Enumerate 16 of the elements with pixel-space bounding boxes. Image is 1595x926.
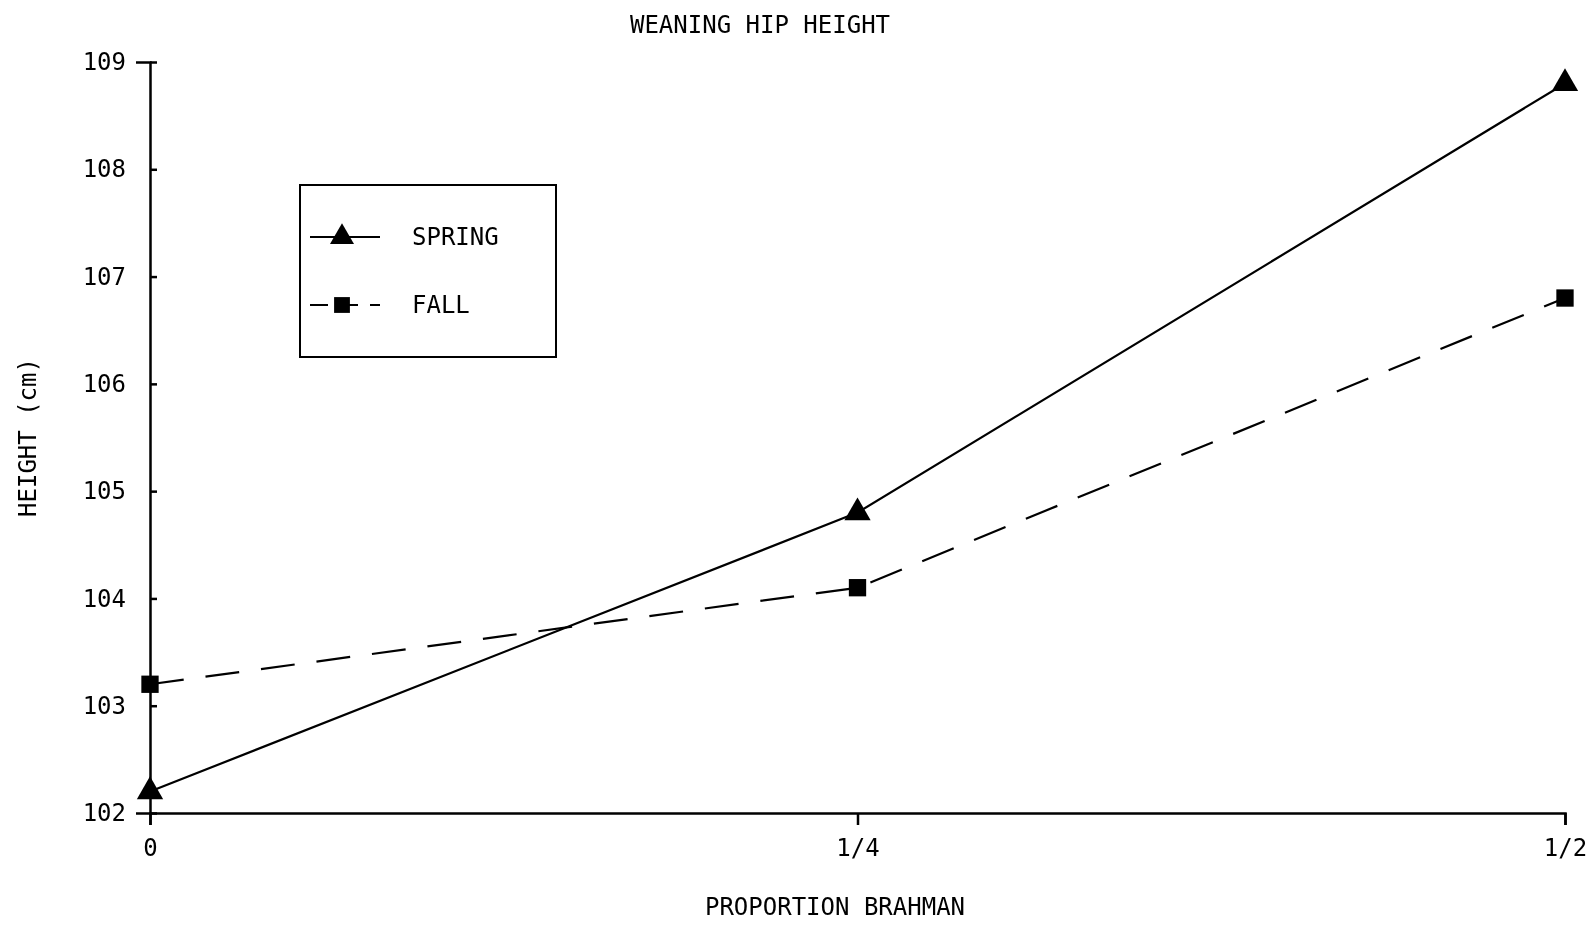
y-axis-title: HEIGHT (cm) [14,358,42,517]
chart-title: WEANING HIP HEIGHT [629,11,891,39]
y-tick-label: 109 [82,48,126,77]
y-tick-label: 102 [82,799,126,828]
x-tick-label: 1/2 [1543,834,1588,863]
y-tick-label: 105 [82,477,126,506]
y-tick-label: 107 [82,262,126,291]
legend-label: SPRING [412,223,499,251]
y-tick-label: 104 [82,584,126,613]
x-axis-title: PROPORTION BRAHMAN [704,893,966,921]
y-tick-label: 108 [82,155,126,184]
x-tick-label: 1/4 [836,834,880,863]
legend-label: FALL [412,291,470,319]
y-tick-label: 103 [82,691,126,720]
x-tick-label: 0 [143,834,158,863]
y-tick-label: 106 [82,370,126,399]
